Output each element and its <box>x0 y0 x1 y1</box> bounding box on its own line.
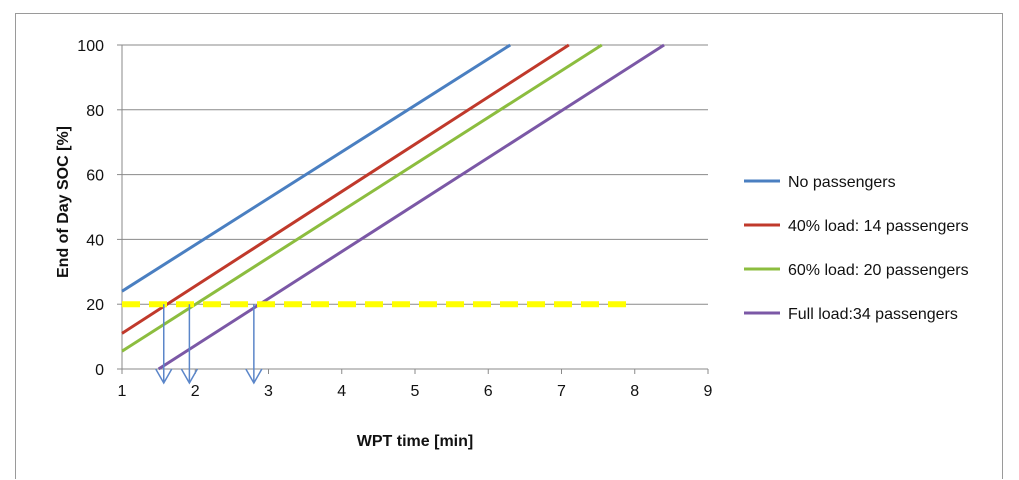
y-tick-label: 100 <box>77 38 104 55</box>
line-chart: 1 2 3 4 5 6 7 8 9 0 20 40 60 80 100 WPT time [min] End… <box>55 38 969 450</box>
chart-frame: 1 2 3 4 5 6 7 8 9 0 20 40 60 80 100 WPT time [min] End… <box>15 13 1003 479</box>
x-tick-label: 9 <box>704 383 713 400</box>
y-tick-label: 60 <box>86 168 104 185</box>
x-tick-label: 1 <box>118 383 127 400</box>
y-tick-label: 20 <box>86 297 104 314</box>
y-tick-label: 40 <box>86 232 104 249</box>
legend-label: Full load:34 passengers <box>788 306 958 323</box>
series-line <box>157 43 665 371</box>
y-axis-title: End of Day SOC [%] <box>55 126 72 278</box>
series-line <box>121 43 603 353</box>
legend: No passengers 40% load: 14 passengers 60% … <box>744 174 969 323</box>
legend-label: No passengers <box>788 174 896 191</box>
axes <box>117 44 709 374</box>
series-line <box>121 43 570 335</box>
arrow-head <box>180 368 199 385</box>
x-tick-label: 8 <box>630 383 639 400</box>
series-line <box>121 43 512 293</box>
x-tick-label: 7 <box>557 383 566 400</box>
y-tick-label: 0 <box>95 362 104 379</box>
y-tick-label: 80 <box>86 103 104 120</box>
x-tick-label: 5 <box>411 383 420 400</box>
x-tick-label: 2 <box>191 383 200 400</box>
x-tick-label: 4 <box>337 383 346 400</box>
legend-label: 60% load: 20 passengers <box>788 262 969 279</box>
gridlines <box>122 44 708 305</box>
x-tick-label: 3 <box>264 383 273 400</box>
series-lines <box>121 43 665 371</box>
legend-label: 40% load: 14 passengers <box>788 218 969 235</box>
x-tick-label: 6 <box>484 383 493 400</box>
arrow-head <box>245 368 263 385</box>
arrows <box>155 304 263 385</box>
x-axis-title: WPT time [min] <box>357 433 473 450</box>
arrow-head <box>155 368 173 385</box>
tick-labels: 1 2 3 4 5 6 7 8 9 0 20 40 60 80 100 <box>77 38 712 400</box>
